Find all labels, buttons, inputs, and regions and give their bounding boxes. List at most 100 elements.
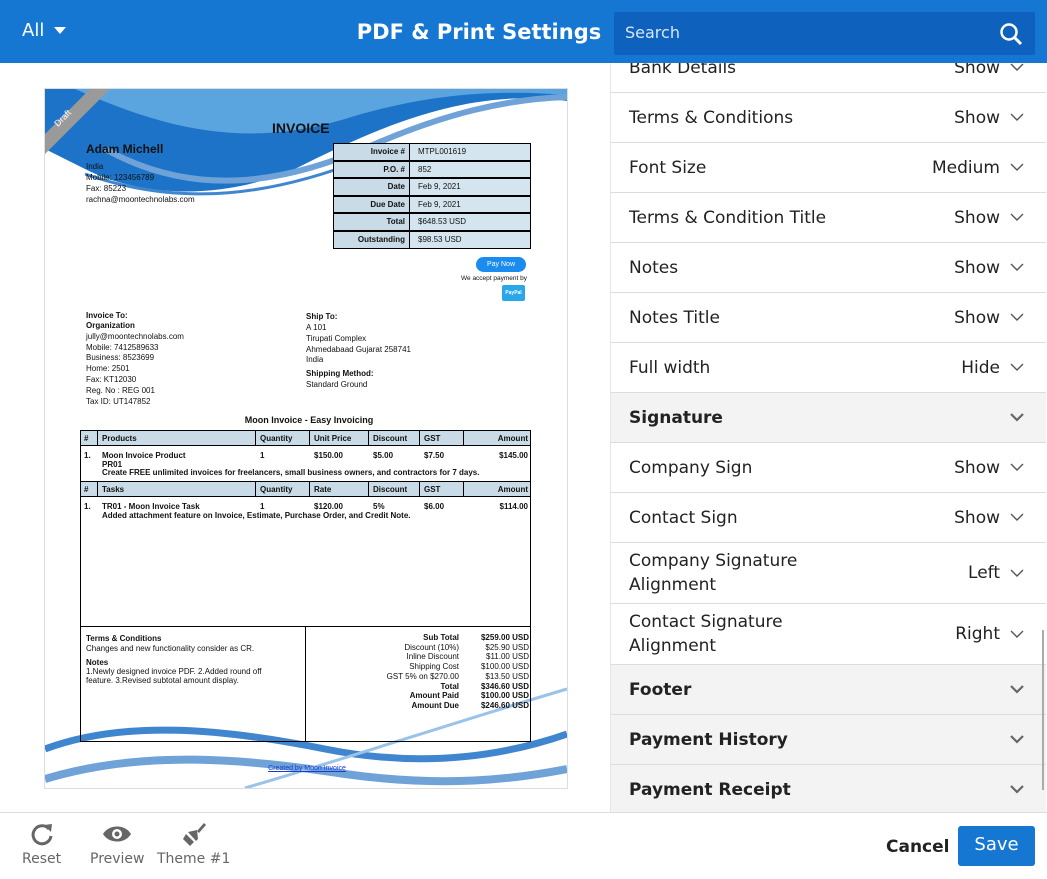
total-label: Amount Due xyxy=(411,700,459,710)
setting-value: Show xyxy=(954,63,1000,78)
table-header-cell xyxy=(310,430,369,446)
table-header-cell xyxy=(256,481,310,497)
settings-row[interactable]: Bank Details Show xyxy=(611,63,1046,93)
search-box[interactable]: Search xyxy=(614,12,1035,55)
meta-label-cell xyxy=(333,213,410,231)
paypal-badge: PayPal xyxy=(502,285,525,301)
settings-row[interactable]: Notes Title Show xyxy=(611,293,1046,343)
settings-section[interactable]: Payment Receipt xyxy=(611,765,1046,812)
frame-right xyxy=(530,430,531,742)
table-header: GST xyxy=(424,434,441,443)
table-header-cell xyxy=(80,481,98,497)
settings-section[interactable]: Footer xyxy=(611,665,1046,715)
chevron xyxy=(1010,685,1024,694)
settings-row[interactable]: Terms & Conditions Show xyxy=(611,93,1046,143)
setting-label: Bank Details xyxy=(629,63,737,78)
meta-label-cell xyxy=(333,160,410,179)
settings-row[interactable]: Contact Signature Alignment Right xyxy=(611,604,1046,665)
bill-to-line: Organization xyxy=(86,321,135,330)
section-title: Payment History xyxy=(629,729,788,750)
total-value: $246.60 USD xyxy=(480,700,529,710)
toolbar-button[interactable]: Reset xyxy=(22,821,61,867)
chevron xyxy=(1010,735,1024,744)
meta-label-cell xyxy=(333,231,410,249)
cancel-button[interactable]: Cancel xyxy=(886,837,950,857)
chevron xyxy=(1010,463,1024,471)
bill-to-line: Home: 2501 xyxy=(86,364,130,374)
toolbar-label: Preview xyxy=(90,851,145,867)
search-placeholder: Search xyxy=(625,23,680,42)
settings-list: Bank Details Show Terms & Conditions Show Fo… xyxy=(611,63,1046,812)
table-header: Discount xyxy=(373,434,408,443)
total-value: $346.60 USD xyxy=(480,681,529,691)
meta-value-cell xyxy=(410,160,531,179)
chevron xyxy=(1010,213,1024,221)
invoice-preview: Draft INVOICE Adam Michell India Mobile: 123… xyxy=(44,88,568,789)
ship-to-line: A 101 xyxy=(306,323,327,332)
meta-label: Due Date xyxy=(370,199,405,209)
caret xyxy=(54,27,67,34)
table-cell: $145.00 xyxy=(499,451,528,460)
meta-value: 852 xyxy=(418,164,432,174)
setting-label: Terms & Conditions xyxy=(629,107,794,128)
save-button[interactable]: Save xyxy=(958,826,1035,866)
bill-to-title: Invoice To: xyxy=(86,311,128,320)
toolbar-button[interactable]: Theme #1 xyxy=(157,821,230,867)
table-cell: $7.50 xyxy=(424,451,445,460)
footer-bar: Reset Preview Theme #1 Cancel Save xyxy=(0,812,1047,879)
settings-row[interactable]: Notes Show xyxy=(611,243,1046,293)
setting-label: Full width xyxy=(629,357,711,378)
total-label: Shipping Cost xyxy=(409,662,459,672)
setting-value: Show xyxy=(954,507,1000,528)
table-cell: TR01 - Moon Invoice Task xyxy=(102,502,200,511)
chevron xyxy=(1010,263,1024,271)
table-cell: $114.00 xyxy=(499,502,528,511)
chevron xyxy=(1010,569,1024,577)
pay-now-button: Pay Now xyxy=(476,257,526,272)
settings-section[interactable]: Payment History xyxy=(611,715,1046,765)
created-by-link: Created by Moon Invoice xyxy=(268,765,346,772)
from-line: India xyxy=(86,162,104,171)
table-cell: 5% xyxy=(373,502,385,511)
meta-label-cell xyxy=(333,178,410,196)
settings-row[interactable]: Company Sign Show xyxy=(611,443,1046,493)
settings-row[interactable]: Company Signature Alignment Left xyxy=(611,543,1046,604)
setting-label: Notes Title xyxy=(629,307,720,328)
meta-value: $98.53 USD xyxy=(418,235,462,244)
meta-label: Outstanding xyxy=(357,235,405,244)
table-header-cell xyxy=(256,430,310,446)
meta-value: Feb 9, 2021 xyxy=(418,199,461,209)
from-name: Adam Michell xyxy=(86,142,164,156)
setting-value: Show xyxy=(954,207,1000,228)
table-cell: 1 xyxy=(260,451,265,460)
table-cell: 1. xyxy=(84,502,91,511)
setting-value: Right xyxy=(955,624,1000,644)
settings-row[interactable]: Full width Hide xyxy=(611,343,1046,393)
total-label: Sub Total xyxy=(423,633,459,642)
ship-to-line: Tirupati Complex xyxy=(306,333,367,343)
table-cell: $150.00 xyxy=(314,451,343,460)
table-header-cell xyxy=(420,481,464,497)
section-title: Footer xyxy=(629,679,692,700)
meta-value-cell xyxy=(410,178,531,196)
settings-row[interactable]: Contact Sign Show xyxy=(611,493,1046,543)
settings-row[interactable]: Terms & Condition Title Show xyxy=(611,193,1046,243)
notes-title: Notes xyxy=(86,658,109,667)
setting-value: Show xyxy=(954,457,1000,478)
meta-label: Date xyxy=(387,182,405,192)
chevron xyxy=(1010,163,1024,171)
ship-to-line: Ahmedabaad Gujarat 258741 xyxy=(306,344,411,354)
settings-row[interactable]: Font Size Medium xyxy=(611,143,1046,193)
from-line: Fax: 85223 xyxy=(86,184,127,193)
settings-section[interactable]: Signature xyxy=(611,393,1046,443)
terms-text: Changes and new functionality consider a… xyxy=(86,644,255,653)
filter-dropdown[interactable]: All xyxy=(22,20,67,41)
setting-value: Hide xyxy=(961,357,1000,378)
toolbar-button[interactable]: Preview xyxy=(90,821,145,867)
table-header-cell xyxy=(98,430,256,446)
page-title: PDF & Print Settings xyxy=(356,20,602,44)
table-cell: Moon Invoice Product xyxy=(102,451,186,460)
product-description: Create FREE unlimited invoices for freel… xyxy=(102,468,480,477)
total-label: Inline Discount xyxy=(406,652,459,662)
meta-value-cell xyxy=(410,143,531,161)
